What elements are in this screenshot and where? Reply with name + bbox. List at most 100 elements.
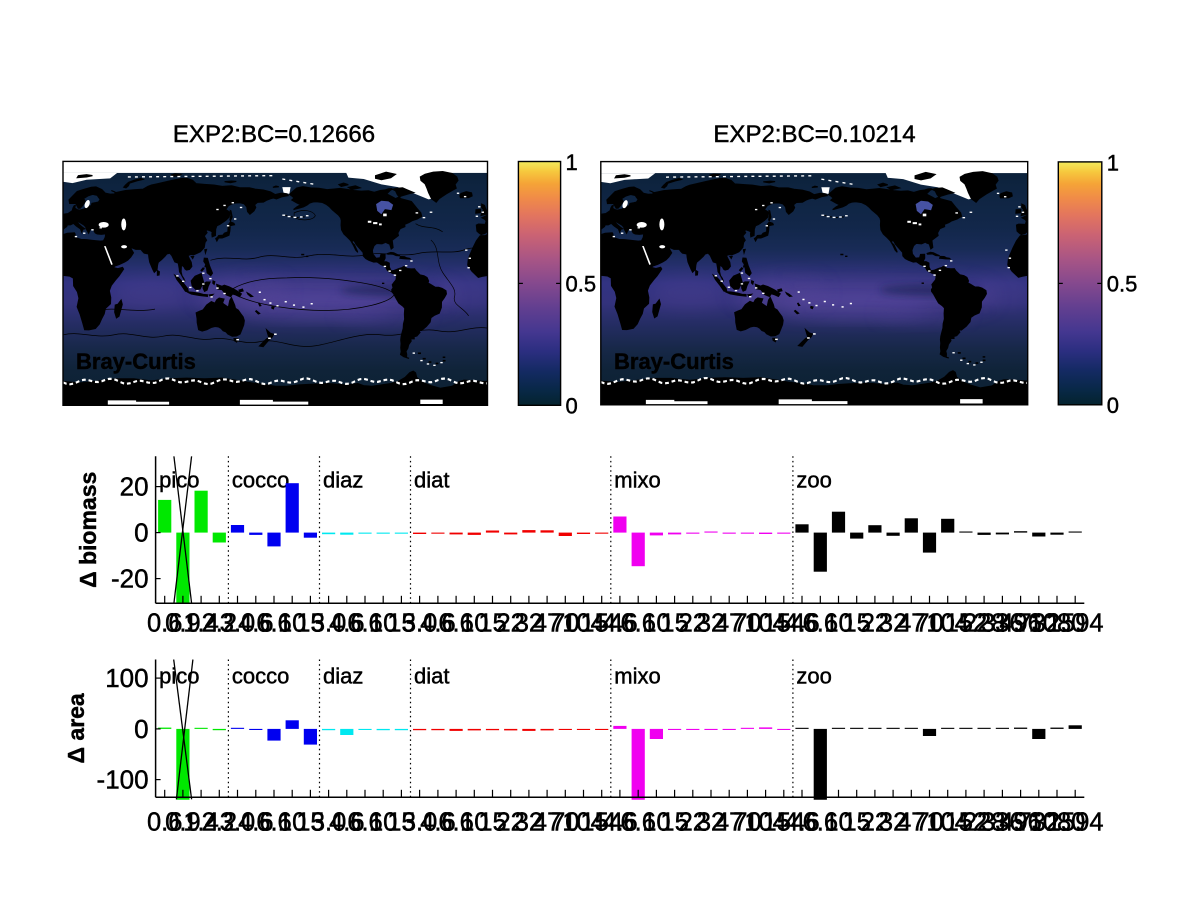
- svg-text:6.6: 6.6: [438, 809, 473, 837]
- svg-text:0: 0: [134, 714, 148, 744]
- svg-text:336: 336: [981, 809, 1024, 837]
- svg-text:diaz: diaz: [323, 468, 363, 493]
- svg-text:cocco: cocco: [232, 468, 289, 493]
- svg-text:0: 0: [566, 393, 578, 418]
- svg-text:10: 10: [642, 610, 670, 638]
- svg-text:154: 154: [580, 809, 623, 837]
- svg-text:10: 10: [369, 809, 397, 837]
- svg-text:0.5: 0.5: [1107, 271, 1138, 296]
- svg-text:100: 100: [105, 663, 148, 693]
- svg-text:70: 70: [551, 610, 579, 638]
- svg-text:10: 10: [824, 809, 852, 837]
- svg-text:104: 104: [744, 610, 787, 638]
- svg-text:22: 22: [497, 610, 525, 638]
- svg-text:0: 0: [1107, 393, 1119, 418]
- svg-text:32: 32: [697, 809, 725, 837]
- svg-text:-20: -20: [111, 564, 149, 594]
- svg-text:0.6: 0.6: [147, 809, 182, 837]
- svg-text:3.0: 3.0: [311, 610, 346, 638]
- svg-text:154: 154: [580, 610, 623, 638]
- svg-text:diat: diat: [414, 664, 449, 689]
- svg-text:15: 15: [387, 809, 415, 837]
- svg-text:4.6: 4.6: [784, 809, 819, 837]
- svg-text:70: 70: [915, 809, 943, 837]
- svg-text:154: 154: [763, 809, 806, 837]
- svg-text:10: 10: [460, 809, 488, 837]
- svg-text:6.6: 6.6: [256, 809, 291, 837]
- svg-text:47: 47: [533, 610, 561, 638]
- svg-text:Δ area: Δ area: [63, 693, 89, 763]
- svg-text:6.6: 6.6: [620, 610, 655, 638]
- svg-text:15: 15: [296, 610, 324, 638]
- svg-text:32: 32: [515, 610, 543, 638]
- svg-text:4.6: 4.6: [602, 610, 637, 638]
- svg-text:32: 32: [879, 809, 907, 837]
- svg-text:3.0: 3.0: [402, 610, 437, 638]
- svg-text:pico: pico: [159, 664, 199, 689]
- svg-text:15: 15: [843, 610, 871, 638]
- svg-text:15: 15: [843, 809, 871, 837]
- svg-text:15: 15: [296, 809, 324, 837]
- svg-text:15: 15: [660, 610, 688, 638]
- svg-text:47: 47: [715, 610, 743, 638]
- svg-text:0.9: 0.9: [165, 809, 200, 837]
- svg-text:6.6: 6.6: [620, 809, 655, 837]
- svg-text:4.6: 4.6: [420, 809, 455, 837]
- svg-text:70: 70: [733, 610, 761, 638]
- svg-text:32: 32: [515, 809, 543, 837]
- svg-text:3.0: 3.0: [220, 610, 255, 638]
- svg-text:6.6: 6.6: [347, 610, 382, 638]
- svg-text:47: 47: [715, 809, 743, 837]
- svg-text:4.6: 4.6: [602, 809, 637, 837]
- svg-text:cocco: cocco: [232, 664, 289, 689]
- svg-text:20: 20: [120, 472, 149, 502]
- svg-text:70: 70: [551, 809, 579, 837]
- svg-text:10: 10: [278, 809, 306, 837]
- svg-text:zoo: zoo: [796, 468, 831, 493]
- svg-text:47: 47: [897, 610, 925, 638]
- svg-text:104: 104: [562, 610, 605, 638]
- svg-text:104: 104: [744, 809, 787, 837]
- svg-text:1.4: 1.4: [183, 809, 218, 837]
- svg-text:10: 10: [278, 610, 306, 638]
- svg-text:15: 15: [387, 610, 415, 638]
- svg-text:6.6: 6.6: [803, 610, 838, 638]
- svg-text:1.4: 1.4: [183, 610, 218, 638]
- svg-text:6.6: 6.6: [256, 610, 291, 638]
- svg-text:Bray-Curtis: Bray-Curtis: [614, 349, 734, 374]
- svg-text:EXP2:BC=0.12666: EXP2:BC=0.12666: [173, 121, 375, 148]
- svg-text:732: 732: [1018, 610, 1061, 638]
- svg-text:496: 496: [999, 809, 1042, 837]
- svg-text:32: 32: [879, 610, 907, 638]
- svg-text:-100: -100: [97, 765, 149, 795]
- svg-text:152: 152: [945, 809, 988, 837]
- svg-text:10: 10: [642, 809, 670, 837]
- svg-text:3.0: 3.0: [311, 809, 346, 837]
- svg-text:1: 1: [1107, 150, 1119, 175]
- svg-text:10: 10: [460, 610, 488, 638]
- svg-text:22: 22: [497, 809, 525, 837]
- svg-text:4.6: 4.6: [329, 610, 364, 638]
- svg-text:0.6: 0.6: [147, 610, 182, 638]
- svg-text:4.6: 4.6: [238, 610, 273, 638]
- svg-text:336: 336: [981, 610, 1024, 638]
- svg-text:3.0: 3.0: [220, 809, 255, 837]
- svg-text:4.6: 4.6: [329, 809, 364, 837]
- svg-text:104: 104: [926, 610, 969, 638]
- svg-text:732: 732: [1018, 809, 1061, 837]
- svg-text:1080: 1080: [1029, 809, 1086, 837]
- svg-text:104: 104: [926, 809, 969, 837]
- svg-text:22: 22: [861, 610, 889, 638]
- svg-text:32: 32: [697, 610, 725, 638]
- svg-text:Δ biomass: Δ biomass: [75, 472, 101, 588]
- svg-text:15: 15: [478, 809, 506, 837]
- svg-text:228: 228: [963, 610, 1006, 638]
- svg-text:70: 70: [915, 610, 943, 638]
- svg-text:70: 70: [733, 809, 761, 837]
- svg-text:Bray-Curtis: Bray-Curtis: [76, 349, 196, 374]
- svg-text:1080: 1080: [1029, 610, 1086, 638]
- svg-text:228: 228: [963, 809, 1006, 837]
- svg-text:diat: diat: [414, 468, 449, 493]
- svg-text:1594: 1594: [1047, 809, 1104, 837]
- svg-text:0.5: 0.5: [566, 271, 597, 296]
